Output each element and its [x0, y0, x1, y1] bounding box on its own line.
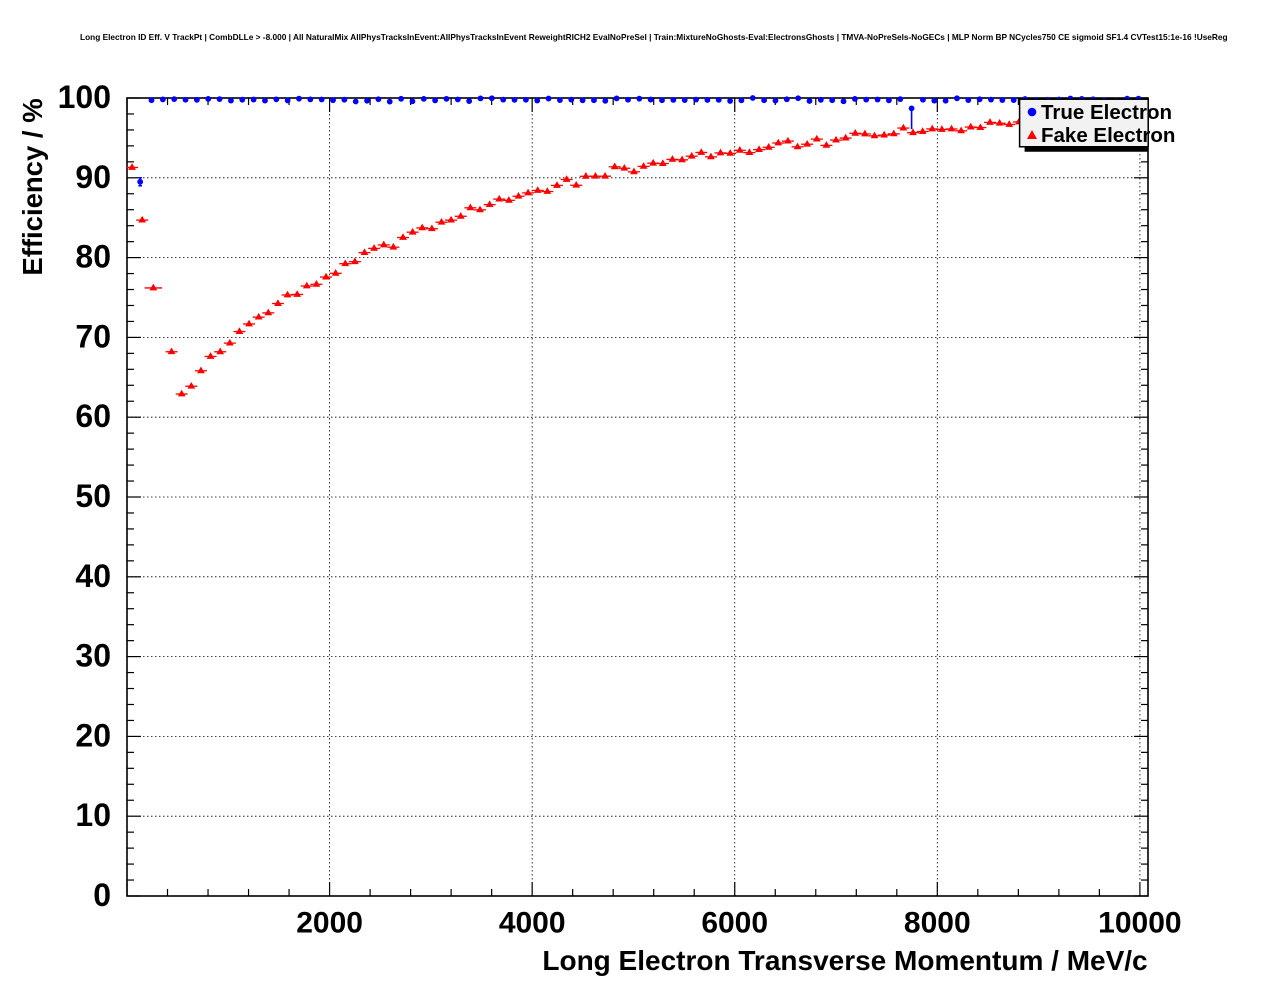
- svg-text:Fake Electron: Fake Electron: [1041, 124, 1175, 147]
- svg-text:10000: 10000: [1098, 907, 1181, 940]
- svg-text:0: 0: [93, 877, 111, 913]
- svg-text:20: 20: [75, 717, 111, 753]
- svg-text:6000: 6000: [701, 907, 768, 940]
- svg-text:90: 90: [75, 159, 111, 195]
- svg-text:4000: 4000: [499, 907, 566, 940]
- svg-text:80: 80: [75, 239, 111, 275]
- svg-text:50: 50: [75, 478, 111, 514]
- svg-text:True Electron: True Electron: [1041, 101, 1172, 124]
- svg-text:70: 70: [75, 318, 111, 354]
- svg-text:Long Electron Transverse Momen: Long Electron Transverse Momentum / MeV/…: [542, 945, 1147, 976]
- svg-text:Long Electron ID Eff. V TrackP: Long Electron ID Eff. V TrackPt | CombDL…: [80, 32, 1228, 42]
- svg-text:100: 100: [58, 79, 111, 115]
- svg-text:10: 10: [75, 797, 111, 833]
- svg-text:40: 40: [75, 558, 111, 594]
- svg-text:60: 60: [75, 398, 111, 434]
- svg-text:2000: 2000: [296, 907, 363, 940]
- svg-text:8000: 8000: [904, 907, 971, 940]
- svg-text:30: 30: [75, 638, 111, 674]
- svg-text:Efficiency / %: Efficiency / %: [17, 98, 48, 275]
